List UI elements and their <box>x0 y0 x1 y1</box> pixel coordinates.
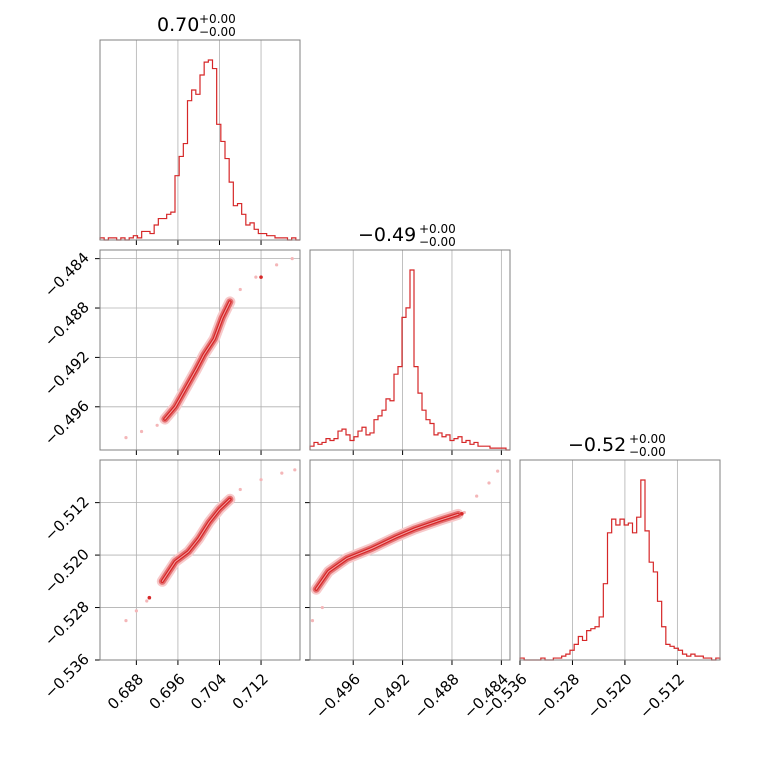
pair-marker-0 <box>259 275 263 279</box>
pair-tail-dot-1-0 <box>124 619 128 623</box>
pair-tail-dot-1-2 <box>145 599 149 603</box>
title-p1-plus: +0.00 <box>419 222 456 236</box>
pair-marker-2 <box>460 511 464 516</box>
title-p2-plus: +0.00 <box>629 432 666 446</box>
pair-tail-dot-2-5 <box>496 469 500 473</box>
hist-step-p2 <box>519 479 721 661</box>
xtick-label-p0-1: 0.696 <box>146 670 189 713</box>
ytick-label-p2-3: −0.512 <box>41 493 93 545</box>
title-p0-plus: +0.00 <box>199 12 236 26</box>
hist-frame-p2 <box>519 459 721 661</box>
pair-marker-1 <box>147 595 152 600</box>
pair-tail-dot-0-0 <box>124 436 128 440</box>
title-p0-value: 0.70 <box>157 14 199 36</box>
pair-tail-dot-1-4 <box>259 478 263 482</box>
pair-frame-0 <box>99 249 301 451</box>
pair-panel-p0-p2 <box>95 459 301 665</box>
xtick-label-p1-2: −0.488 <box>411 670 463 722</box>
pair-frame-1 <box>99 459 301 661</box>
pair-contour-core-0 <box>164 301 231 420</box>
pair-tail-dot-0-6 <box>290 257 294 261</box>
ytick-label-p1-1: −0.492 <box>41 348 93 400</box>
xtick-label-p0-3: 0.712 <box>229 670 272 713</box>
pair-tail-dot-0-2 <box>155 423 159 427</box>
xtick-label-p2-2: −0.520 <box>584 670 636 722</box>
hist-step-p1 <box>309 269 510 451</box>
hist-frame-p1 <box>309 249 511 451</box>
ytick-label-p1-0: −0.496 <box>41 397 93 449</box>
ytick-label-p2-2: −0.520 <box>41 545 93 597</box>
hist-panel-p0 <box>99 39 301 245</box>
title-p1-value: −0.49 <box>358 224 416 246</box>
pair-tail-dot-1-1 <box>134 609 138 613</box>
title-p0-minus: −0.00 <box>199 25 236 39</box>
xtick-label-p2-1: −0.528 <box>531 670 583 722</box>
pair-tail-dot-2-1 <box>320 605 324 610</box>
title-p2-value: −0.52 <box>568 434 626 456</box>
xtick-label-p1-0: −0.496 <box>312 670 364 722</box>
pair-bg-p0-p2 <box>100 460 300 660</box>
pair-tail-dot-1-6 <box>293 468 297 472</box>
pair-tail-dot-0-3 <box>238 287 242 292</box>
pair-frame-2 <box>309 459 511 661</box>
hist-bg-p2 <box>520 460 720 660</box>
ytick-label-p1-2: −0.488 <box>41 298 93 350</box>
pair-tail-dot-0-1 <box>139 429 144 434</box>
hist-frame-p0 <box>99 39 301 241</box>
pair-contour-core-2 <box>315 513 459 590</box>
xtick-label-p0-2: 0.704 <box>187 670 230 713</box>
pair-tail-dot-0-4 <box>254 275 258 279</box>
hist-bg-p0 <box>100 40 300 240</box>
pair-tail-dot-1-5 <box>280 471 284 475</box>
ytick-label-p1-3: −0.484 <box>41 249 93 301</box>
pair-panel-p0-p1 <box>95 249 301 455</box>
ytick-label-p2-1: −0.528 <box>41 598 93 650</box>
ytick-label-p2-0: −0.536 <box>41 650 93 702</box>
xtick-label-p0-0: 0.688 <box>104 670 147 713</box>
pair-bg-p0-p1 <box>100 250 300 450</box>
pair-tail-dot-2-4 <box>487 481 491 485</box>
pair-tail-dot-2-0 <box>310 619 315 623</box>
hist-panel-p1 <box>309 249 511 455</box>
xtick-label-p1-1: −0.492 <box>361 670 413 722</box>
pair-tail-dot-2-3 <box>475 494 479 498</box>
title-p1-minus: −0.00 <box>419 235 456 249</box>
title-p2-minus: −0.00 <box>629 445 666 459</box>
pair-tail-dot-0-5 <box>275 263 279 267</box>
hist-panel-p2 <box>519 459 721 665</box>
pair-tail-dot-1-3 <box>238 487 242 492</box>
xtick-label-p2-3: −0.512 <box>636 670 688 722</box>
pair-contour-core-1 <box>161 498 231 582</box>
hist-step-p0 <box>99 59 300 241</box>
pair-panel-p1-p2 <box>305 459 511 665</box>
